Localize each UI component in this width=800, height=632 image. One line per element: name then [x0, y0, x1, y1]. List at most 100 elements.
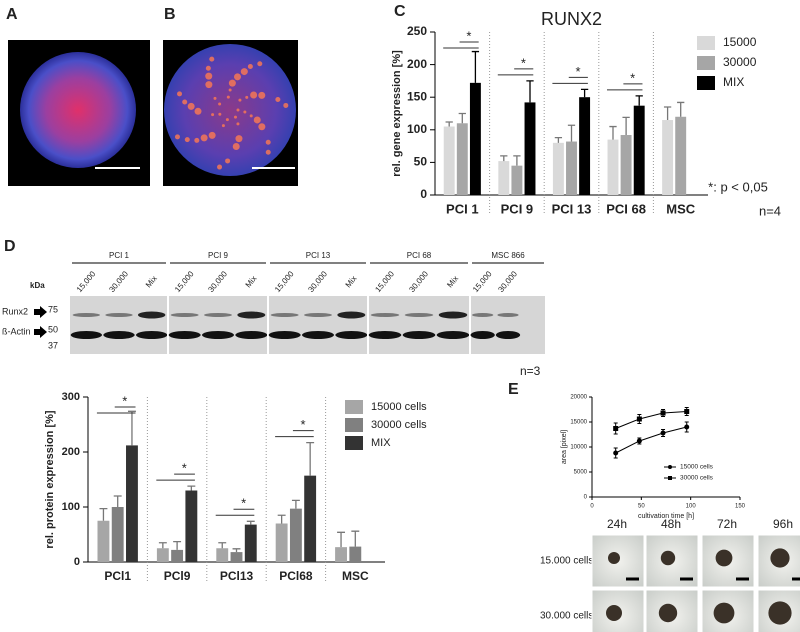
error-bar — [351, 530, 360, 547]
x-tick-label: 150 — [735, 504, 746, 510]
row-label: 15.000 cells — [540, 556, 593, 567]
point — [636, 416, 642, 422]
lane-label: Mix — [144, 274, 159, 289]
band — [103, 331, 135, 339]
band — [497, 313, 519, 317]
series-line — [615, 411, 687, 429]
x-tick-label: PCl9 — [164, 569, 191, 583]
error-bar — [127, 410, 136, 446]
bar — [171, 549, 184, 562]
lane-label: 30,000 — [496, 269, 519, 294]
spot — [265, 149, 271, 155]
spot — [236, 122, 240, 126]
spot — [184, 137, 190, 143]
y-tick-label: 10000 — [570, 445, 587, 451]
band — [495, 331, 521, 339]
error-bar — [580, 88, 589, 98]
legend-label: 15000 cells — [680, 464, 714, 471]
spot — [250, 91, 258, 99]
error-bar — [554, 136, 563, 143]
error-bar — [567, 124, 576, 142]
spot — [265, 139, 271, 145]
significance: * — [576, 64, 581, 79]
significance: * — [122, 393, 127, 408]
bar — [97, 520, 110, 562]
x-tick-label: PCI 1 — [446, 201, 479, 216]
error-bar — [187, 485, 196, 491]
blot-note: n=3 — [520, 364, 541, 378]
lane-label: 15,000 — [75, 269, 98, 294]
error-bar — [291, 499, 300, 509]
bar — [511, 165, 523, 195]
spheroid — [20, 52, 136, 168]
legend-label: 30000 — [723, 55, 757, 69]
lane-label: 30,000 — [107, 269, 130, 294]
y-axis-label: area [pixel] — [561, 430, 568, 464]
time-label: 96h — [773, 517, 793, 531]
significance: * — [182, 461, 187, 476]
spots — [174, 56, 289, 170]
spheroid — [164, 44, 296, 176]
band — [137, 311, 166, 319]
spot — [194, 107, 202, 115]
error-bar — [277, 514, 286, 524]
spheroid — [768, 601, 792, 625]
y-tick-label: 20000 — [570, 395, 587, 401]
x-tick-label: 100 — [686, 504, 697, 510]
bar — [579, 97, 591, 195]
band — [237, 311, 266, 319]
spot — [217, 164, 223, 170]
bar — [156, 548, 169, 562]
point — [684, 409, 690, 414]
band — [335, 331, 368, 339]
error-bar — [113, 495, 122, 507]
x-tick-label: MSC — [666, 201, 696, 216]
bar — [620, 135, 632, 195]
error-bar — [173, 541, 182, 550]
band — [304, 313, 332, 317]
spot — [232, 142, 240, 150]
band — [404, 313, 434, 317]
blot-group: PCI 13 — [306, 251, 331, 260]
panel-label: C — [394, 3, 406, 20]
bar — [275, 523, 288, 562]
panel-label: A — [6, 6, 18, 23]
y-tick-label: 15000 — [570, 420, 587, 426]
time-label: 72h — [717, 517, 737, 531]
lane-label: 15,000 — [471, 269, 494, 294]
y-tick-label: 200 — [407, 57, 427, 71]
spot — [182, 99, 188, 105]
legend-label: 30000 cells — [680, 475, 714, 482]
y-tick-label: 5000 — [574, 470, 588, 476]
band — [204, 313, 232, 317]
legend-label: MIX — [371, 437, 391, 449]
x-tick-label: MSC — [342, 569, 369, 583]
spot — [205, 81, 213, 89]
error-bar — [458, 112, 466, 124]
band — [472, 313, 494, 317]
spot — [187, 102, 195, 110]
significance: * — [630, 70, 635, 85]
bar — [111, 507, 124, 562]
error-bar — [663, 106, 672, 121]
panel-label: E — [508, 381, 519, 398]
error-bar — [99, 508, 108, 521]
arrow — [34, 326, 47, 338]
band — [337, 311, 366, 319]
legend-swatch — [697, 76, 715, 90]
bar — [349, 546, 362, 562]
band — [70, 331, 103, 339]
legend-swatch — [345, 400, 363, 414]
band — [368, 331, 402, 339]
spot — [205, 72, 213, 80]
protein-label: ß-Actin — [2, 326, 31, 336]
y-tick-label: 100 — [62, 501, 80, 513]
panel-label: D — [4, 238, 16, 255]
error-bar — [246, 520, 255, 525]
lane-label: 30,000 — [407, 269, 430, 294]
spot — [225, 118, 229, 122]
point — [660, 410, 666, 416]
bar — [304, 475, 317, 562]
spot — [211, 113, 215, 117]
y-tick-label: 100 — [407, 122, 427, 136]
